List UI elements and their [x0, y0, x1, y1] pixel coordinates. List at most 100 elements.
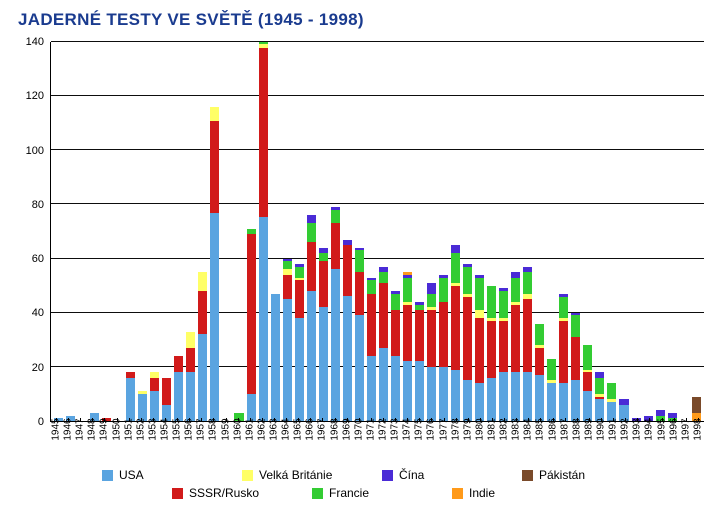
y-tick-label: 40: [32, 307, 44, 319]
x-tick-label: 1974: [402, 418, 413, 440]
bar-segment-uk: [475, 310, 484, 318]
bar-segment-ussr: [511, 305, 520, 373]
bar-column: [198, 42, 207, 421]
bar-segment-ussr: [463, 297, 472, 381]
bar-column: [692, 42, 701, 421]
bar-segment-ussr: [439, 302, 448, 367]
gridline: [51, 203, 704, 204]
bar-segment-usa: [439, 367, 448, 421]
x-tick: 1985: [535, 422, 545, 464]
bar-segment-usa: [307, 291, 316, 421]
bar-column: [656, 42, 665, 421]
x-tick-label: 1995: [656, 418, 667, 440]
bar-segment-usa: [138, 394, 147, 421]
x-tick: 1962: [257, 422, 267, 464]
legend-label: SSSR/Rusko: [189, 486, 259, 500]
bar-column: [499, 42, 508, 421]
bar-segment-france: [535, 324, 544, 346]
x-tick: 1953: [148, 422, 158, 464]
x-tick: 1994: [644, 422, 654, 464]
bar-segment-ussr: [571, 337, 580, 380]
gridline: [51, 312, 704, 313]
x-axis: 1945194619471948194919501951195219531954…: [50, 422, 704, 464]
bar-segment-france: [355, 250, 364, 272]
x-tick: 1949: [99, 422, 109, 464]
legend-item-china: Čína: [382, 468, 482, 482]
x-tick-label: 1956: [184, 418, 195, 440]
x-tick: 1976: [426, 422, 436, 464]
x-tick-label: 1982: [499, 418, 510, 440]
bar-segment-china: [307, 215, 316, 223]
bar-column: [547, 42, 556, 421]
x-tick: 1957: [196, 422, 206, 464]
x-tick-label: 1996: [668, 418, 679, 440]
x-tick-label: 1960: [232, 418, 243, 440]
legend-item-france: Francie: [312, 486, 412, 500]
x-tick: 1992: [620, 422, 630, 464]
x-tick-label: 1946: [63, 418, 74, 440]
chart-area: 020406080100120140 194519461947194819491…: [12, 34, 712, 464]
legend-label: Indie: [469, 486, 495, 500]
gridline: [51, 149, 704, 150]
bar-segment-usa: [583, 391, 592, 421]
bar-column: [451, 42, 460, 421]
bar-segment-usa: [283, 299, 292, 421]
x-tick: 1987: [560, 422, 570, 464]
bar-column: [138, 42, 147, 421]
y-tick-label: 80: [32, 199, 44, 211]
bar-column: [619, 42, 628, 421]
bar-column: [632, 42, 641, 421]
bar-segment-usa: [499, 372, 508, 421]
bar-segment-uk: [186, 332, 195, 348]
x-tick: 1964: [281, 422, 291, 464]
bar-segment-usa: [247, 394, 256, 421]
bar-segment-usa: [403, 361, 412, 421]
x-tick: 1974: [402, 422, 412, 464]
x-tick: 1968: [330, 422, 340, 464]
x-tick: 1966: [305, 422, 315, 464]
bar-column: [162, 42, 171, 421]
x-tick: 1955: [172, 422, 182, 464]
y-tick-label: 0: [38, 416, 44, 428]
bar-column: [559, 42, 568, 421]
bar-segment-ussr: [259, 48, 268, 216]
bar-segment-france: [439, 278, 448, 302]
plot-area: [50, 42, 704, 422]
x-tick: 1956: [184, 422, 194, 464]
bar-segment-usa: [379, 348, 388, 421]
legend-swatch: [172, 488, 183, 499]
x-tick-label: 1994: [644, 418, 655, 440]
x-tick: 1978: [451, 422, 461, 464]
bar-segment-ussr: [415, 310, 424, 361]
bar-segment-ussr: [162, 378, 171, 405]
x-tick: 1981: [487, 422, 497, 464]
legend-swatch: [452, 488, 463, 499]
y-tick-label: 60: [32, 253, 44, 265]
bar-segment-france: [307, 223, 316, 242]
x-tick: 1983: [511, 422, 521, 464]
x-tick-label: 1953: [147, 418, 158, 440]
bar-column: [259, 42, 268, 421]
x-tick-label: 1959: [220, 418, 231, 440]
x-tick: 1961: [245, 422, 255, 464]
legend-row: SSSR/Rusko Francie Indie: [12, 486, 712, 500]
bar-segment-ussr: [198, 291, 207, 334]
bar-column: [427, 42, 436, 421]
x-tick: 1996: [669, 422, 679, 464]
gridlines: [51, 42, 704, 421]
bar-segment-france: [391, 294, 400, 310]
x-tick: 1979: [463, 422, 473, 464]
bar-segment-usa: [319, 307, 328, 421]
legend-row: USAVelká BritánieČínaPákistán: [12, 468, 712, 482]
x-tick: 1993: [632, 422, 642, 464]
x-tick-label: 1987: [559, 418, 570, 440]
x-tick-label: 1973: [390, 418, 401, 440]
bar-column: [391, 42, 400, 421]
bar-column: [222, 42, 231, 421]
bar-segment-france: [283, 261, 292, 269]
x-tick-label: 1962: [256, 418, 267, 440]
x-tick-label: 1964: [281, 418, 292, 440]
x-tick-label: 1961: [244, 418, 255, 440]
legend-label: Čína: [399, 468, 424, 482]
legend: USAVelká BritánieČínaPákistán SSSR/Rusko F…: [12, 468, 712, 500]
